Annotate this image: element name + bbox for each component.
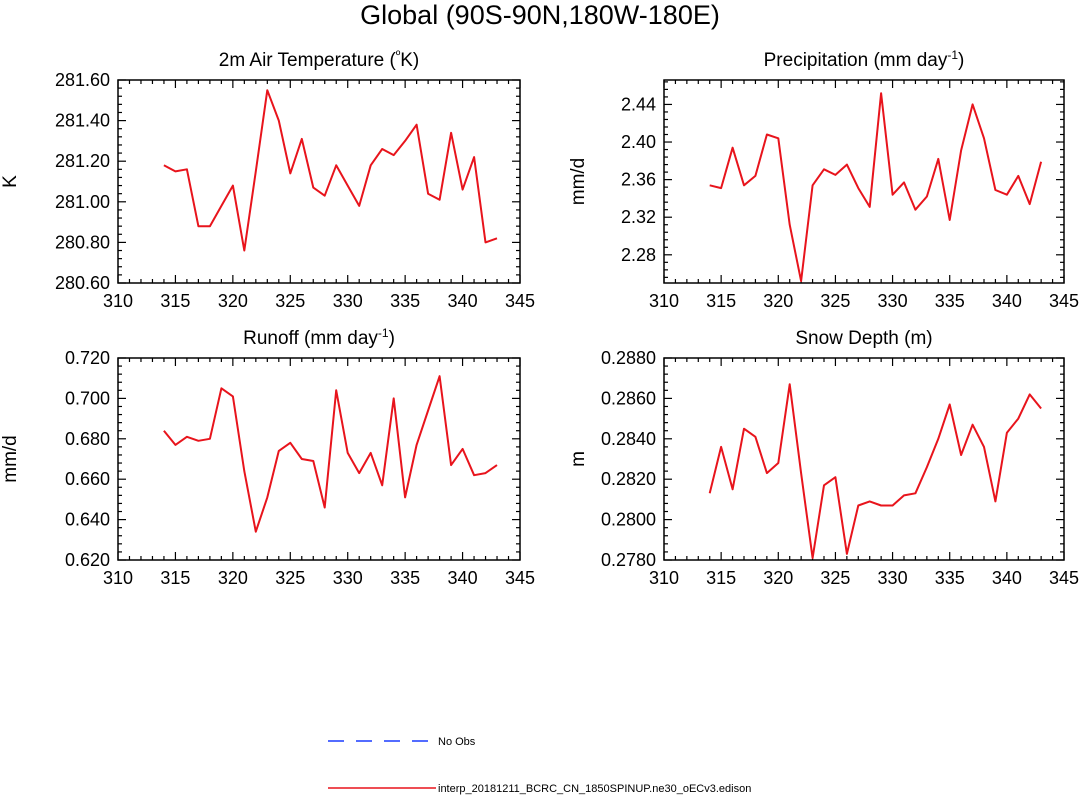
x-tick-label-runoff: 330 bbox=[333, 568, 363, 588]
x-tick-label-air-temperature: 315 bbox=[160, 291, 190, 311]
y-tick-label-snow-depth: 0.2800 bbox=[601, 510, 656, 530]
legend: No Obs interp_20181211_BCRC_CN_1850SPINU… bbox=[328, 736, 751, 795]
x-tick-label-precipitation: 340 bbox=[992, 291, 1022, 311]
legend-item-no-obs: No Obs bbox=[328, 736, 476, 748]
panel-title-runoff: Runoff (mm day-1) bbox=[243, 326, 395, 349]
y-tick-label-runoff: 0.660 bbox=[65, 469, 110, 489]
x-tick-label-runoff: 315 bbox=[160, 568, 190, 588]
x-tick-label-runoff: 335 bbox=[390, 568, 420, 588]
y-tick-label-precipitation: 2.28 bbox=[621, 245, 656, 265]
x-tick-label-precipitation: 345 bbox=[1049, 291, 1079, 311]
panel-precipitation: Precipitation (mm day-1) 310 315 320 325 330 3… bbox=[568, 48, 1079, 311]
y-tick-label-snow-depth: 0.2820 bbox=[601, 469, 656, 489]
x-tick-label-snow-depth: 315 bbox=[706, 568, 736, 588]
y-axis-label-precipitation: mm/d bbox=[568, 158, 589, 206]
x-tick-label-precipitation: 335 bbox=[935, 291, 965, 311]
x-tick-label-precipitation: 310 bbox=[649, 291, 679, 311]
y-tick-label-runoff: 0.680 bbox=[65, 429, 110, 449]
y-tick-label-runoff: 0.700 bbox=[65, 388, 110, 408]
y-tick-label-snow-depth: 0.2880 bbox=[601, 348, 656, 368]
series-line-air-temperature bbox=[164, 90, 497, 250]
y-tick-label-snow-depth: 0.2780 bbox=[601, 550, 656, 570]
y-tick-label-precipitation: 2.40 bbox=[621, 132, 656, 152]
y-axis-label-snow-depth: m bbox=[568, 451, 589, 467]
series-line-runoff bbox=[164, 376, 497, 532]
figure: Global (90S-90N,180W-180E) 2m Air Temper… bbox=[0, 0, 1080, 796]
panels: 2m Air Temperature (ºK) 310 315 320 325 330 33… bbox=[0, 48, 1079, 588]
x-tick-label-precipitation: 325 bbox=[820, 291, 850, 311]
legend-label-no-obs: No Obs bbox=[438, 736, 476, 748]
y-tick-label-air-temperature: 280.80 bbox=[55, 232, 110, 252]
x-tick-label-snow-depth: 340 bbox=[992, 568, 1022, 588]
y-tick-label-runoff: 0.720 bbox=[65, 348, 110, 368]
panel-title-precipitation: Precipitation (mm day-1) bbox=[764, 48, 965, 71]
x-tick-label-snow-depth: 320 bbox=[763, 568, 793, 588]
x-tick-label-air-temperature: 340 bbox=[448, 291, 478, 311]
panel-runoff: Runoff (mm day-1) 310 315 320 325 330 335 340 34… bbox=[0, 326, 535, 588]
y-tick-label-runoff: 0.620 bbox=[65, 550, 110, 570]
series-line-precipitation bbox=[710, 93, 1041, 281]
plot-frame-runoff bbox=[118, 358, 520, 560]
x-tick-label-runoff: 325 bbox=[275, 568, 305, 588]
x-tick-label-air-temperature: 325 bbox=[275, 291, 305, 311]
y-tick-label-runoff: 0.640 bbox=[65, 510, 110, 530]
x-tick-label-snow-depth: 325 bbox=[820, 568, 850, 588]
x-tick-label-air-temperature: 345 bbox=[505, 291, 535, 311]
x-tick-label-snow-depth: 310 bbox=[649, 568, 679, 588]
y-axis-label-runoff: mm/d bbox=[0, 435, 21, 483]
y-tick-label-air-temperature: 280.60 bbox=[55, 273, 110, 293]
panel-title-air-temperature: 2m Air Temperature (ºK) bbox=[219, 48, 419, 71]
x-tick-label-precipitation: 320 bbox=[763, 291, 793, 311]
x-tick-label-snow-depth: 345 bbox=[1049, 568, 1079, 588]
x-tick-label-air-temperature: 310 bbox=[103, 291, 133, 311]
y-tick-label-air-temperature: 281.00 bbox=[55, 192, 110, 212]
y-tick-label-precipitation: 2.44 bbox=[621, 94, 656, 114]
x-tick-label-runoff: 310 bbox=[103, 568, 133, 588]
x-tick-label-runoff: 345 bbox=[505, 568, 535, 588]
y-tick-label-air-temperature: 281.20 bbox=[55, 151, 110, 171]
x-tick-label-air-temperature: 320 bbox=[218, 291, 248, 311]
y-tick-label-snow-depth: 0.2860 bbox=[601, 388, 656, 408]
y-axis-label-air-temperature: K bbox=[0, 175, 21, 188]
y-tick-label-air-temperature: 281.60 bbox=[55, 70, 110, 90]
y-tick-label-precipitation: 2.32 bbox=[621, 207, 656, 227]
y-tick-label-snow-depth: 0.2840 bbox=[601, 429, 656, 449]
x-tick-label-snow-depth: 330 bbox=[878, 568, 908, 588]
x-tick-label-runoff: 340 bbox=[448, 568, 478, 588]
panel-air-temperature: 2m Air Temperature (ºK) 310 315 320 325 330 33… bbox=[0, 48, 535, 311]
x-tick-label-snow-depth: 335 bbox=[935, 568, 965, 588]
x-tick-label-runoff: 320 bbox=[218, 568, 248, 588]
x-tick-label-precipitation: 330 bbox=[878, 291, 908, 311]
x-tick-label-precipitation: 315 bbox=[706, 291, 736, 311]
panel-snow-depth: Snow Depth (m) 310 315 320 325 330 335 340 345 0.… bbox=[568, 328, 1079, 588]
series-line-snow-depth bbox=[710, 384, 1041, 558]
x-tick-label-air-temperature: 330 bbox=[333, 291, 363, 311]
plot-frame-air-temperature bbox=[118, 80, 520, 283]
x-tick-label-air-temperature: 335 bbox=[390, 291, 420, 311]
y-tick-label-air-temperature: 281.40 bbox=[55, 111, 110, 131]
panel-title-snow-depth: Snow Depth (m) bbox=[795, 328, 932, 349]
legend-item-model-run: interp_20181211_BCRC_CN_1850SPINUP.ne30_… bbox=[328, 783, 751, 795]
legend-label-model-run: interp_20181211_BCRC_CN_1850SPINUP.ne30_… bbox=[438, 783, 751, 795]
figure-title: Global (90S-90N,180W-180E) bbox=[360, 0, 720, 30]
y-tick-label-precipitation: 2.36 bbox=[621, 170, 656, 190]
